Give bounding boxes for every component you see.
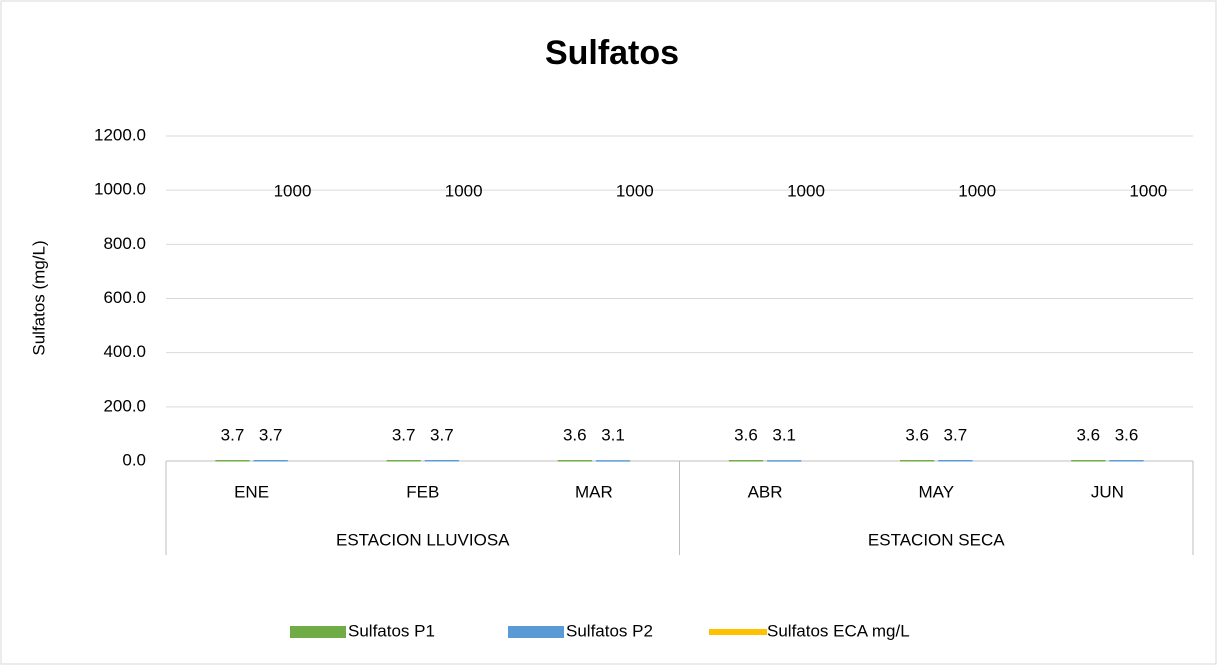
- bar: [900, 460, 935, 462]
- bar: [1071, 460, 1106, 462]
- bar: [595, 460, 631, 462]
- bar: [728, 460, 764, 462]
- y-tick-label: 200.0: [103, 396, 146, 415]
- x-tick-label: MAR: [575, 482, 613, 501]
- bar: [557, 460, 592, 462]
- bar: [767, 460, 802, 462]
- legend-label: Sulfatos ECA mg/L: [767, 621, 910, 640]
- x-tick-label: FEB: [406, 482, 439, 501]
- y-tick-label: 1200.0: [94, 125, 146, 144]
- data-label: 3.7: [430, 425, 454, 444]
- y-tick-label: 600.0: [103, 288, 146, 307]
- x-tick-label: ABR: [748, 482, 783, 501]
- data-label: 1000: [1129, 182, 1167, 201]
- data-label: 1000: [445, 182, 483, 201]
- data-label: 3.6: [1076, 426, 1100, 445]
- legend-swatch: [508, 626, 564, 638]
- group-label: ESTACION SECA: [868, 530, 1005, 549]
- chart-title: Sulfatos: [545, 34, 679, 72]
- data-label: 3.6: [563, 426, 587, 445]
- data-label: 3.6: [905, 426, 929, 445]
- data-label: 3.7: [392, 425, 416, 444]
- data-label: 3.1: [601, 426, 625, 445]
- data-label: 1000: [787, 182, 825, 201]
- y-tick-label: 1000.0: [94, 180, 146, 199]
- group-label: ESTACION LLUVIOSA: [336, 530, 510, 549]
- bar: [1109, 460, 1144, 462]
- data-label: 3.7: [944, 425, 968, 444]
- bar: [938, 459, 973, 462]
- x-tick-label: MAY: [918, 482, 954, 501]
- bar: [215, 459, 250, 462]
- legend-swatch: [290, 626, 346, 638]
- data-label: 1000: [616, 182, 654, 201]
- data-label: 3.1: [772, 426, 796, 445]
- bar: [386, 459, 421, 462]
- data-label: 3.7: [259, 425, 283, 444]
- legend-label: Sulfatos P1: [348, 621, 435, 640]
- data-label: 3.6: [1115, 426, 1139, 445]
- x-tick-label: JUN: [1091, 482, 1124, 501]
- bar: [424, 459, 459, 462]
- data-label: 3.6: [734, 426, 758, 445]
- x-tick-label: ENE: [234, 482, 269, 501]
- data-label: 1000: [274, 182, 312, 201]
- y-tick-label: 0.0: [122, 450, 146, 469]
- legend-label: Sulfatos P2: [566, 621, 653, 640]
- data-label: 3.7: [221, 425, 245, 444]
- y-tick-label: 400.0: [103, 342, 146, 361]
- bar: [253, 459, 288, 462]
- data-label: 1000: [958, 182, 996, 201]
- y-tick-label: 800.0: [103, 234, 146, 253]
- y-axis-title: Sulfatos (mg/L): [29, 240, 48, 355]
